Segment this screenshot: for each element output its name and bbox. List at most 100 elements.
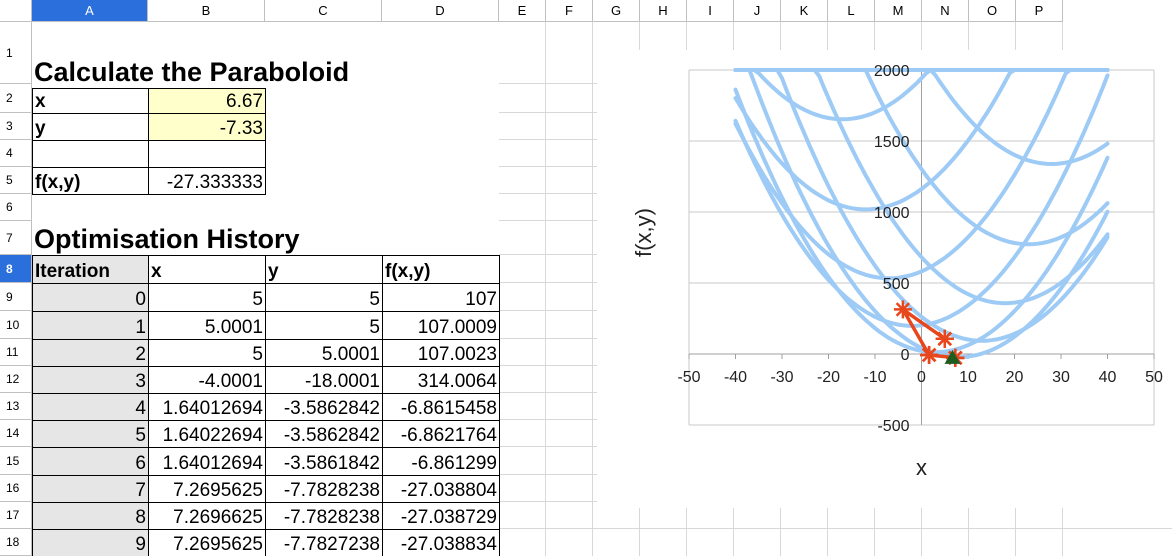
row-header-10[interactable]: 10 [0, 311, 32, 339]
row-header-17[interactable]: 17 [0, 502, 32, 529]
history-cell[interactable]: 1.64022694 [148, 420, 266, 448]
history-cell[interactable]: -3.5862842 [265, 420, 383, 448]
x-tick-label: 50 [1145, 369, 1163, 386]
history-cell[interactable]: -18.0001 [265, 366, 383, 394]
row-header-13[interactable]: 13 [0, 393, 32, 420]
column-header-b[interactable]: B [148, 0, 265, 22]
history-cell[interactable]: -27.038804 [382, 475, 500, 503]
row-header-6[interactable]: 6 [0, 194, 32, 221]
surface-curve [733, 87, 1110, 355]
history-cell[interactable]: -4.0001 [148, 366, 266, 394]
row-header-8[interactable]: 8 [0, 255, 32, 283]
x-value-cell[interactable]: 6.67 [148, 88, 266, 114]
history-cell[interactable]: 2 [32, 339, 149, 367]
history-cell[interactable]: 8 [32, 502, 149, 530]
column-header-o[interactable]: O [969, 0, 1016, 22]
history-cell[interactable]: 5.0001 [265, 339, 383, 367]
history-cell[interactable]: 4 [32, 393, 149, 421]
history-cell[interactable]: 107.0023 [382, 339, 500, 367]
history-cell[interactable]: 314.0064 [382, 366, 500, 394]
history-cell[interactable]: 3 [32, 366, 149, 394]
history-cell[interactable]: -27.038834 [382, 529, 500, 556]
history-cell[interactable]: 5 [265, 283, 383, 312]
row-header-15[interactable]: 15 [0, 447, 32, 475]
column-header-d[interactable]: D [382, 0, 499, 22]
f-label-cell[interactable]: f(x,y) [32, 167, 149, 195]
y-label-cell[interactable]: y [32, 113, 149, 141]
empty-cell-a4[interactable] [32, 140, 149, 168]
row-header-11[interactable]: 11 [0, 339, 32, 366]
row-header-5[interactable]: 5 [0, 167, 32, 194]
history-header-cell[interactable]: x [148, 255, 266, 284]
x-tick-label: 40 [1099, 369, 1117, 386]
history-cell[interactable]: 5 [148, 339, 266, 367]
y-axis-title: f(x,y) [631, 208, 656, 257]
history-cell[interactable]: -6.8615458 [382, 393, 500, 421]
column-header-m[interactable]: M [875, 0, 922, 22]
column-header-l[interactable]: L [828, 0, 875, 22]
history-header-cell[interactable]: y [265, 255, 383, 284]
column-header-e[interactable]: E [499, 0, 546, 22]
row-header-1[interactable]: 1 [0, 22, 32, 84]
row-header-2[interactable]: 2 [0, 84, 32, 113]
optimisation-path [901, 307, 956, 360]
x-tick-label: 0 [917, 369, 926, 386]
column-header-j[interactable]: J [734, 0, 781, 22]
row-header-9[interactable]: 9 [0, 283, 32, 311]
column-header-i[interactable]: I [687, 0, 734, 22]
row-header-16[interactable]: 16 [0, 475, 32, 502]
history-cell[interactable]: -7.7828238 [265, 475, 383, 503]
row-header-7[interactable]: 7 [0, 221, 32, 255]
history-cell[interactable]: -6.861299 [382, 447, 500, 476]
row-header-14[interactable]: 14 [0, 420, 32, 447]
history-header-cell[interactable]: Iteration [32, 255, 149, 284]
column-header-c[interactable]: C [265, 0, 382, 22]
column-header-a[interactable]: A [32, 0, 148, 22]
history-cell[interactable]: 5 [148, 283, 266, 312]
row-header-12[interactable]: 12 [0, 366, 32, 393]
history-cell[interactable]: 107 [382, 283, 500, 312]
chart[interactable]: -50 -40 -30 -20 -10 0 10 20 30 40 50 -500 0 500 1000 15… [597, 50, 1172, 508]
history-cell[interactable]: -7.7828238 [265, 502, 383, 530]
f-value-cell[interactable]: -27.333333 [148, 167, 266, 195]
history-cell[interactable]: 1 [32, 311, 149, 340]
history-header-cell[interactable]: f(x,y) [382, 255, 500, 284]
history-cell[interactable]: -3.5862842 [265, 393, 383, 421]
empty-cell-b4[interactable] [148, 140, 266, 168]
history-cell[interactable]: 6 [32, 447, 149, 476]
history-cell[interactable]: 1.64012694 [148, 393, 266, 421]
column-header-n[interactable]: N [922, 0, 969, 22]
history-cell[interactable]: 7.2695625 [148, 475, 266, 503]
column-header-f[interactable]: F [546, 0, 593, 22]
history-cell[interactable]: -3.5861842 [265, 447, 383, 476]
history-cell[interactable]: 1.64012694 [148, 447, 266, 476]
column-header-p[interactable]: P [1016, 0, 1063, 22]
x-label-cell[interactable]: x [32, 88, 149, 114]
history-cell[interactable]: -6.8621764 [382, 420, 500, 448]
y-tick-label: 2000 [874, 63, 910, 80]
column-header-k[interactable]: K [781, 0, 828, 22]
history-cell[interactable]: 5 [32, 420, 149, 448]
history-cell[interactable]: -27.038729 [382, 502, 500, 530]
y-value-cell[interactable]: -7.33 [148, 113, 266, 141]
history-cell[interactable]: 9 [32, 529, 149, 556]
select-all-corner[interactable] [0, 0, 32, 22]
history-cell[interactable]: 5.0001 [148, 311, 266, 340]
history-cell[interactable]: 5 [265, 311, 383, 340]
history-cell[interactable]: -7.7827238 [265, 529, 383, 556]
history-cell[interactable]: 107.0009 [382, 311, 500, 340]
y-tick-label: 500 [883, 276, 910, 293]
history-cell[interactable]: 7.2695625 [148, 529, 266, 556]
history-cell[interactable]: 0 [32, 283, 149, 312]
history-cell[interactable]: 7.2696625 [148, 502, 266, 530]
row-header-4[interactable]: 4 [0, 140, 32, 167]
path-point [920, 345, 939, 364]
x-tick-label: -30 [770, 369, 793, 386]
surface-curve [733, 68, 1110, 360]
x-tick-label: -50 [677, 369, 700, 386]
column-header-h[interactable]: H [640, 0, 687, 22]
column-header-g[interactable]: G [593, 0, 640, 22]
row-header-18[interactable]: 18 [0, 529, 32, 556]
row-header-3[interactable]: 3 [0, 113, 32, 140]
history-cell[interactable]: 7 [32, 475, 149, 503]
